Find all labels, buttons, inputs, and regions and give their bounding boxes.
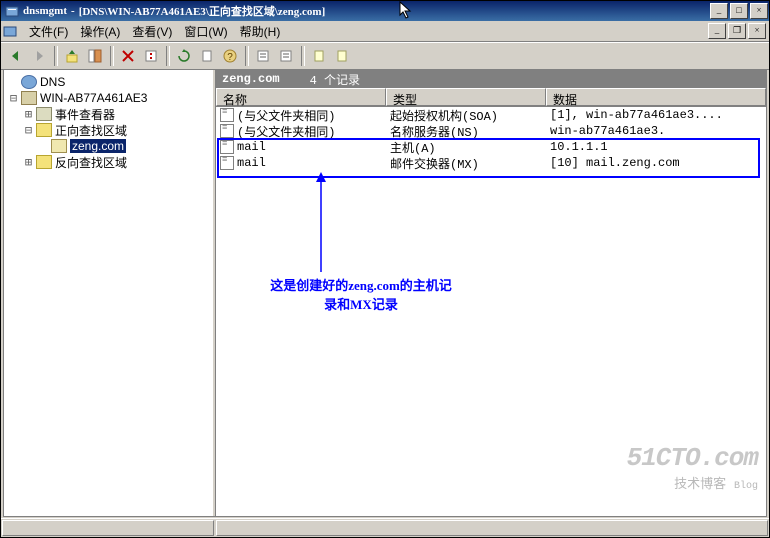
svg-text:?: ? <box>227 52 233 63</box>
record-icon <box>220 108 234 122</box>
record-icon <box>220 124 234 138</box>
mdi-close-button[interactable]: × <box>748 23 766 39</box>
window-buttons: _ □ × <box>709 3 769 19</box>
record-name: (与父文件夹相同) <box>237 123 335 140</box>
record-data: [1], win-ab77a461ae3.... <box>546 108 766 122</box>
record-type: 起始授权机构(SOA) <box>386 107 546 124</box>
watermark: 51CTO.com 技术博客 Blog <box>627 443 758 492</box>
title-path: [DNS\WIN-AB77A461AE3\正向查找区域\zeng.com] <box>79 3 326 19</box>
menu-bar: 文件(F) 操作(A) 查看(V) 窗口(W) 帮助(H) _ ❐ × <box>1 21 769 42</box>
tree-event-viewer[interactable]: ⊞ 事件查看器 <box>6 106 211 122</box>
record-type: 主机(A) <box>386 139 546 156</box>
record-data: 10.1.1.1 <box>546 140 766 154</box>
tb-filter2[interactable] <box>331 45 353 67</box>
folder-icon <box>36 155 52 169</box>
server-icon <box>21 91 37 105</box>
path-record-count: 4 个记录 <box>310 71 360 88</box>
col-name[interactable]: 名称 <box>216 88 386 106</box>
path-bar: zeng.com 4 个记录 <box>216 70 766 88</box>
menu-help[interactable]: 帮助(H) <box>234 21 287 42</box>
title-app: dnsmgmt <box>23 5 67 17</box>
refresh-button[interactable] <box>173 45 195 67</box>
annotation-text: 这是创建好的zeng.com的主机记录和MX记录 <box>251 275 471 313</box>
app-window: dnsmgmt - [DNS\WIN-AB77A461AE3\正向查找区域\ze… <box>0 0 770 538</box>
tb-extra2[interactable] <box>275 45 297 67</box>
export-button[interactable] <box>196 45 218 67</box>
minimize-button[interactable]: _ <box>710 3 728 19</box>
mdi-restore-button[interactable]: ❐ <box>728 23 746 39</box>
delete-button[interactable] <box>117 45 139 67</box>
menu-action[interactable]: 操作(A) <box>74 21 126 42</box>
record-list[interactable]: (与父文件夹相同) 起始授权机构(SOA)[1], win-ab77a461ae3… <box>216 107 766 516</box>
dns-icon <box>21 75 37 89</box>
toolbar: ? <box>1 42 769 70</box>
tree-zone-selected[interactable]: zeng.com <box>6 138 211 154</box>
back-button[interactable] <box>5 45 27 67</box>
status-cell-1 <box>2 520 214 536</box>
title-bar: dnsmgmt - [DNS\WIN-AB77A461AE3\正向查找区域\ze… <box>1 1 769 21</box>
mdi-icon <box>3 24 17 38</box>
maximize-button[interactable]: □ <box>730 3 748 19</box>
table-row[interactable]: (与父文件夹相同) 起始授权机构(SOA)[1], win-ab77a461ae3… <box>216 107 766 123</box>
menu-window[interactable]: 窗口(W) <box>178 21 233 42</box>
help-button[interactable]: ? <box>219 45 241 67</box>
col-data[interactable]: 数据 <box>546 88 766 106</box>
tb-extra1[interactable] <box>252 45 274 67</box>
record-type: 名称服务器(NS) <box>386 123 546 140</box>
menu-view[interactable]: 查看(V) <box>126 21 178 42</box>
close-button[interactable]: × <box>750 3 768 19</box>
record-name: mail <box>237 156 266 170</box>
tree-forward-zone[interactable]: ⊟ 正向查找区域 <box>6 122 211 138</box>
app-icon <box>5 4 19 18</box>
record-data: win-ab77a461ae3. <box>546 124 766 138</box>
tree-server[interactable]: ⊟ WIN-AB77A461AE3 <box>6 90 211 106</box>
table-row[interactable]: mail 邮件交换器(MX)[10] mail.zeng.com <box>216 155 766 171</box>
properties-button[interactable] <box>140 45 162 67</box>
workspace: DNS ⊟ WIN-AB77A461AE3 ⊞ 事件查看器 ⊟ 正向查找区域 z… <box>3 69 767 517</box>
tree-reverse-zone[interactable]: ⊞ 反向查找区域 <box>6 154 211 170</box>
record-type: 邮件交换器(MX) <box>386 155 546 172</box>
book-icon <box>36 107 52 121</box>
forward-button[interactable] <box>28 45 50 67</box>
annotation-arrow <box>311 167 331 277</box>
show-hide-button[interactable] <box>84 45 106 67</box>
table-row[interactable]: (与父文件夹相同) 名称服务器(NS)win-ab77a461ae3. <box>216 123 766 139</box>
record-icon <box>220 140 234 154</box>
tb-filter[interactable] <box>308 45 330 67</box>
zone-icon <box>51 139 67 153</box>
col-type[interactable]: 类型 <box>386 88 546 106</box>
table-row[interactable]: mail 主机(A)10.1.1.1 <box>216 139 766 155</box>
record-name: mail <box>237 140 266 154</box>
record-name: (与父文件夹相同) <box>237 107 335 124</box>
record-icon <box>220 156 234 170</box>
folder-icon <box>36 123 52 137</box>
tree-root[interactable]: DNS <box>6 74 211 90</box>
column-header: 名称 类型 数据 <box>216 88 766 107</box>
mdi-minimize-button[interactable]: _ <box>708 23 726 39</box>
record-data: [10] mail.zeng.com <box>546 156 766 170</box>
status-bar <box>1 518 769 537</box>
detail-pane: zeng.com 4 个记录 名称 类型 数据 (与父文件夹相同) 起始授权机构(… <box>215 70 766 516</box>
path-zone-name: zeng.com <box>222 72 280 86</box>
up-button[interactable] <box>61 45 83 67</box>
menu-file[interactable]: 文件(F) <box>23 21 74 42</box>
status-cell-2 <box>216 520 768 536</box>
tree-pane[interactable]: DNS ⊟ WIN-AB77A461AE3 ⊞ 事件查看器 ⊟ 正向查找区域 z… <box>4 70 215 516</box>
